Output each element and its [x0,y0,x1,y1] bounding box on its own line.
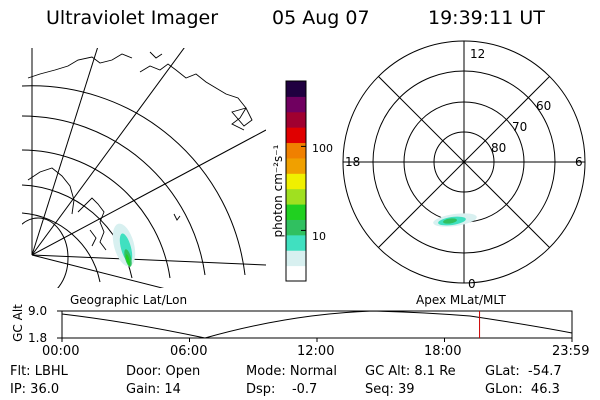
mlt-label-18: 18 [345,155,361,169]
colorbar-tick-10: 10 [312,230,326,243]
mlt-label-6: 6 [575,155,583,169]
colorbar-swatch [286,265,306,282]
gain-status: Gain: 14 [126,382,181,397]
altitude-xtick-0000: 00:00 [42,344,80,359]
geographic-map [22,48,266,288]
mlt-label-12: 12 [470,47,486,61]
colorbar-swatch [286,142,306,159]
gcalt-status: GC Alt: 8.1 Re [365,364,456,379]
instrument-title: Ultraviolet Imager [46,7,219,29]
colorbar-swatch [286,219,306,236]
apex-aurora [433,213,477,227]
apex-polar-plot [342,40,586,284]
colorbar-swatch [286,157,306,174]
longitude-grid [31,48,266,288]
mlat-label-70: 70 [512,120,528,134]
geographic-panel-label: Geographic Lat/Lon [70,293,188,307]
apex-diagonal-2 [377,75,551,249]
altitude-curve [61,310,573,339]
geo-aurora [112,223,136,267]
door-status: Door: Open [126,364,201,379]
colorbar-swatch [286,127,306,144]
date-label: 05 Aug 07 [272,7,370,29]
colorbar-swatch [286,234,306,251]
colorbar-swatch [286,81,306,97]
glon-status: GLon: 46.3 [485,382,560,397]
colorbar-swatch [286,188,306,205]
altitude-ylabel: GC Alt [11,304,25,342]
colorbar-swatches [286,81,306,282]
filter-status: Flt: LBHL [10,364,68,379]
colorbar-swatch [286,173,306,190]
altitude-xtick-1800: 18:00 [424,344,462,359]
mlat-label-80: 80 [491,141,507,155]
altitude-ytick-9: 9.0 [28,304,48,318]
colorbar-ticks [301,145,306,231]
apex-panel-label: Apex MLat/MLT [416,293,506,307]
colorbar-frame [285,80,307,282]
colorbar-swatch [286,111,306,128]
altitude-xtick-0600: 06:00 [170,344,208,359]
colorbar [285,80,307,282]
altitude-xtick-1200: 12:00 [297,344,335,359]
glat-status: GLat: -54.7 [485,364,562,379]
altitude-ytick-1-8: 1.8 [28,331,48,345]
ip-status: IP: 36.0 [10,382,60,397]
colorbar-swatch [286,204,306,220]
mode-status: Mode: Normal [246,364,337,379]
colorbar-axis-label: photon cm⁻²s⁻¹ [271,144,285,238]
altitude-plot [57,310,573,342]
mlt-label-0: 0 [468,277,476,291]
mlat-label-60: 60 [536,99,552,113]
time-label: 19:39:11 UT [428,7,545,29]
coastlines [27,51,253,251]
altitude-xtick-2359: 23:59 [552,344,590,359]
pole-ring [22,217,69,288]
seq-status: Seq: 39 [365,382,415,397]
colorbar-swatch [286,250,306,267]
colorbar-swatch [286,96,306,113]
dsp-status: Dsp: -0.7 [246,382,318,397]
altitude-xticks-marks [61,338,573,342]
colorbar-tick-100: 100 [312,142,333,155]
